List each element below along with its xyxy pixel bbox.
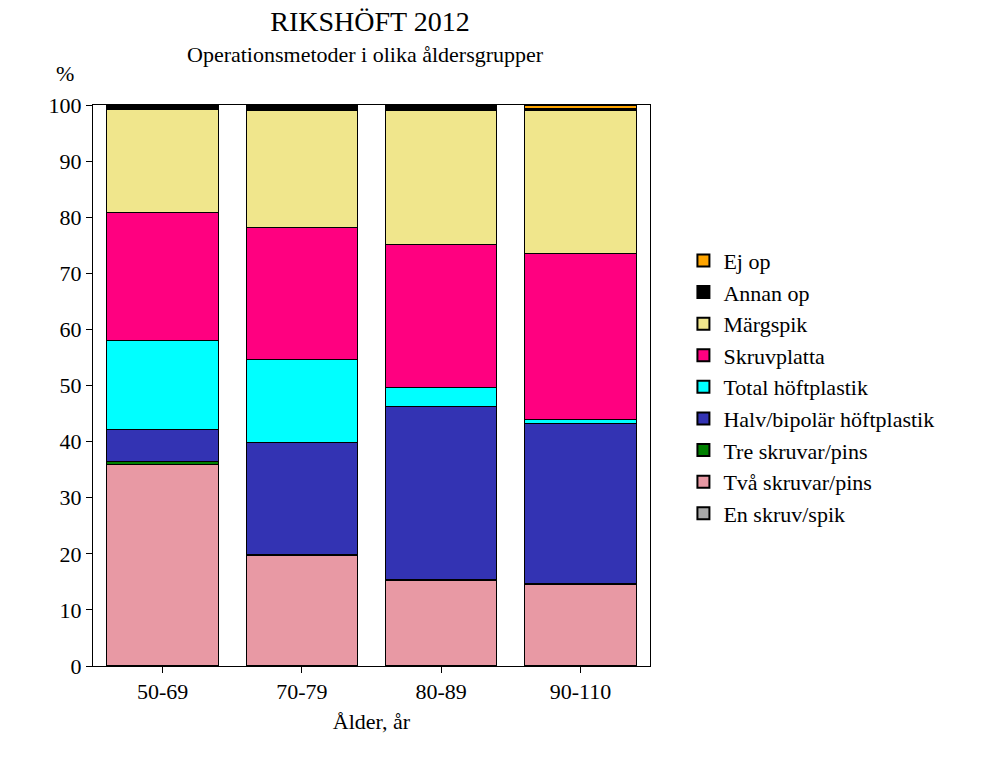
svg-text:Ej op: Ej op: [723, 249, 770, 274]
svg-text:20: 20: [60, 542, 82, 567]
svg-text:80-89: 80-89: [415, 679, 466, 704]
svg-text:90: 90: [60, 149, 82, 174]
svg-text:100: 100: [49, 93, 82, 118]
svg-text:Annan op: Annan op: [723, 281, 809, 306]
svg-text:50-69: 50-69: [137, 679, 188, 704]
svg-text:30: 30: [60, 485, 82, 510]
svg-text:Två skruvar/pins: Två skruvar/pins: [723, 470, 871, 495]
svg-text:Skruvplatta: Skruvplatta: [723, 344, 825, 369]
svg-text:%: %: [56, 61, 74, 86]
svg-text:Tre skruvar/pins: Tre skruvar/pins: [723, 439, 867, 464]
svg-text:Märgspik: Märgspik: [723, 312, 807, 337]
svg-text:60: 60: [60, 317, 82, 342]
svg-text:40: 40: [60, 429, 82, 454]
svg-text:80: 80: [60, 205, 82, 230]
svg-text:10: 10: [60, 598, 82, 623]
svg-text:RIKSHÖFT 2012: RIKSHÖFT 2012: [270, 6, 469, 37]
svg-text:0: 0: [71, 654, 82, 679]
svg-text:90-110: 90-110: [550, 679, 612, 704]
svg-text:Ålder, år: Ålder, år: [333, 709, 411, 734]
svg-text:70-79: 70-79: [276, 679, 327, 704]
svg-text:Total höftplastik: Total höftplastik: [723, 375, 868, 400]
svg-text:En skruv/spik: En skruv/spik: [723, 502, 845, 527]
svg-text:70: 70: [60, 261, 82, 286]
svg-text:Halv/bipolär höftplastik: Halv/bipolär höftplastik: [723, 407, 934, 432]
svg-text:50: 50: [60, 373, 82, 398]
svg-text:Operationsmetoder i olika ålde: Operationsmetoder i olika åldersgrupper: [187, 42, 544, 67]
